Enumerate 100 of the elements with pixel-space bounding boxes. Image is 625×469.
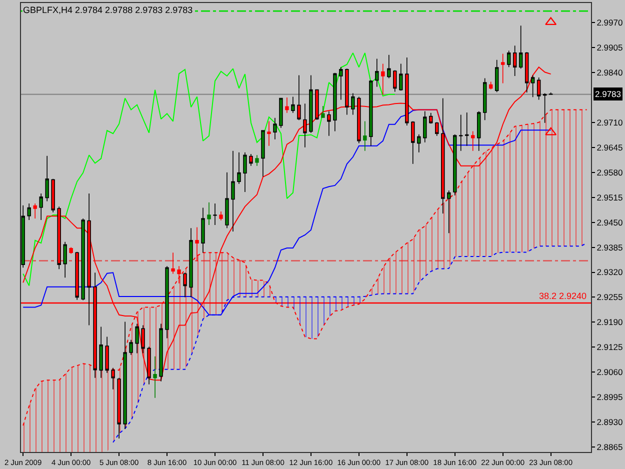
candlestick bbox=[237, 152, 241, 184]
y-tick-label: 2.8995 bbox=[596, 392, 623, 402]
y-tick-label: 2.8865 bbox=[596, 442, 623, 452]
candlestick bbox=[129, 339, 133, 356]
candlestick bbox=[417, 134, 421, 153]
candlestick bbox=[177, 266, 181, 284]
candlestick bbox=[327, 110, 331, 136]
candlestick bbox=[231, 150, 235, 232]
candlestick bbox=[141, 324, 145, 354]
candlestick bbox=[453, 134, 457, 196]
line-series bbox=[22, 52, 396, 286]
candlestick bbox=[105, 336, 109, 374]
candlestick bbox=[189, 228, 193, 298]
candlestick bbox=[213, 203, 217, 226]
candlestick bbox=[159, 323, 163, 382]
candlestick bbox=[249, 154, 253, 166]
candlestick bbox=[171, 252, 175, 274]
candlestick bbox=[459, 114, 463, 152]
candlestick bbox=[465, 112, 469, 146]
candlestick bbox=[219, 211, 223, 221]
candlestick bbox=[291, 96, 295, 114]
candlestick bbox=[297, 74, 301, 121]
candlestick bbox=[285, 97, 289, 114]
candlestick bbox=[357, 96, 361, 144]
candlestick bbox=[69, 246, 73, 254]
candlestick bbox=[542, 92, 547, 124]
candlestick bbox=[243, 152, 247, 192]
candlestick bbox=[351, 92, 355, 116]
candlestick bbox=[51, 178, 55, 213]
chart-title: GBPLFX,H4 2.9784 2.9788 2.9783 2.9783 bbox=[23, 5, 193, 15]
y-tick-label: 2.9060 bbox=[596, 367, 623, 378]
candlestick bbox=[393, 70, 397, 92]
y-tick-label: 2.9710 bbox=[596, 117, 623, 128]
candlestick bbox=[195, 226, 199, 262]
candlestick bbox=[45, 155, 49, 202]
candlestick bbox=[315, 89, 319, 120]
candlestick bbox=[99, 326, 103, 378]
y-tick-label: 2.8930 bbox=[596, 417, 623, 428]
candlestick bbox=[381, 63, 385, 96]
candlestick bbox=[429, 112, 433, 124]
candlestick bbox=[201, 207, 205, 254]
candlestick bbox=[63, 242, 67, 278]
y-tick-label: 2.9970 bbox=[596, 18, 623, 28]
candlestick bbox=[476, 110, 481, 152]
candlestick bbox=[225, 172, 229, 228]
candlestick bbox=[135, 323, 139, 354]
y-tick-label: 2.9905 bbox=[596, 42, 623, 53]
candlestick bbox=[482, 78, 487, 121]
candlestick bbox=[333, 72, 337, 132]
candlestick bbox=[423, 110, 427, 143]
candlestick bbox=[435, 122, 439, 136]
y-tick-label: 2.9385 bbox=[596, 242, 623, 252]
candlestick bbox=[27, 203, 31, 220]
candlestick bbox=[399, 63, 403, 91]
candlestick bbox=[488, 81, 493, 90]
candlestick bbox=[273, 117, 277, 140]
candlestick bbox=[153, 356, 157, 398]
candlestick bbox=[117, 377, 121, 439]
y-tick-label: 2.9190 bbox=[596, 317, 623, 328]
candlestick bbox=[339, 66, 343, 100]
candlestick bbox=[303, 103, 307, 148]
candlestick bbox=[500, 53, 505, 84]
candlestick bbox=[33, 203, 37, 219]
candlestick bbox=[183, 272, 187, 298]
candlestick bbox=[321, 106, 325, 118]
y-tick-label: 2.9450 bbox=[596, 217, 623, 228]
candlestick bbox=[261, 130, 265, 178]
candlestick bbox=[267, 120, 271, 146]
y-tick-label: 2.9125 bbox=[596, 342, 623, 352]
candlestick bbox=[548, 92, 553, 95]
candlestick bbox=[447, 190, 451, 234]
candlestick bbox=[512, 45, 517, 76]
candlestick bbox=[123, 321, 127, 430]
y-tick-label: 2.9840 bbox=[596, 67, 623, 78]
ref-line-label: 38.2 2.9240 bbox=[539, 291, 587, 301]
candlestick bbox=[375, 58, 379, 88]
candlestick bbox=[369, 80, 373, 146]
candlestick bbox=[470, 130, 475, 152]
candlestick bbox=[111, 367, 115, 390]
y-tick-label: 2.9515 bbox=[596, 192, 623, 202]
candlestick bbox=[57, 206, 61, 270]
candlestick bbox=[530, 74, 535, 98]
candlestick bbox=[255, 154, 259, 166]
candlestick bbox=[309, 74, 313, 134]
y-tick-label: 2.9580 bbox=[596, 167, 623, 178]
candlestick bbox=[387, 54, 391, 79]
y-tick-label: 2.9255 bbox=[596, 292, 623, 302]
candlestick bbox=[363, 120, 367, 152]
candlestick bbox=[279, 98, 283, 128]
candlestick bbox=[39, 193, 43, 220]
candlestick bbox=[411, 120, 415, 164]
candlestick bbox=[536, 77, 541, 100]
candlestick bbox=[165, 266, 169, 339]
candlestick bbox=[494, 59, 499, 93]
candlestick bbox=[81, 218, 85, 301]
candlestick bbox=[506, 50, 511, 68]
y-tick-label: 2.9645 bbox=[596, 142, 623, 152]
candlestick bbox=[75, 251, 79, 300]
y-tick-label: 2.9320 bbox=[596, 267, 623, 278]
candlestick bbox=[518, 25, 523, 70]
